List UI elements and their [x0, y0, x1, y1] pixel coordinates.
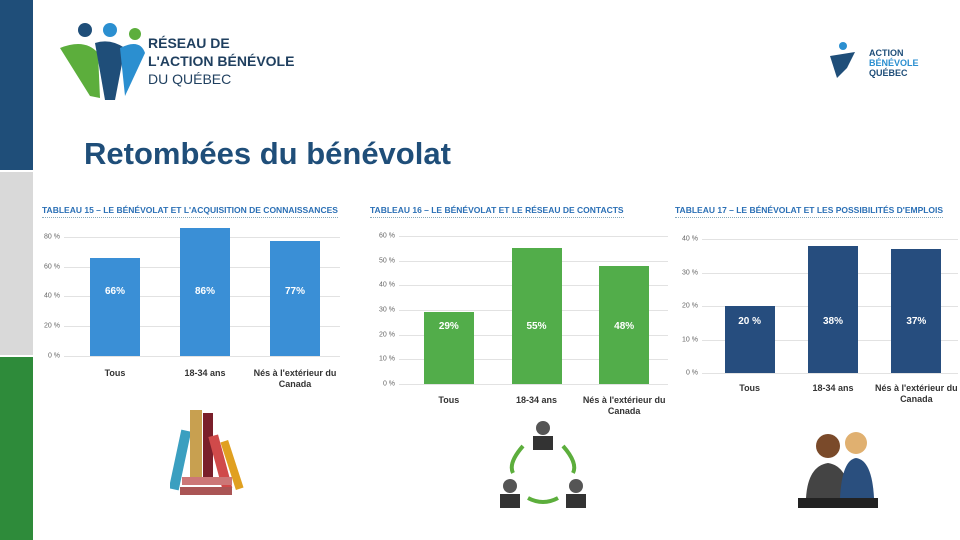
y-tick-label: 40 % [682, 235, 698, 243]
y-tick-label: 20 % [682, 302, 698, 310]
x-tick-label: Nés à l'extérieur du Canada [253, 368, 337, 389]
y-tick-label: 0 % [382, 380, 395, 388]
x-tick-label: 18-34 ans [812, 383, 854, 393]
bar [511, 248, 562, 384]
y-tick-label: 0 % [685, 369, 698, 377]
books-icon [170, 410, 244, 495]
network-icon [500, 421, 586, 508]
logo-left: RÉSEAU DE L'ACTION BÉNÉVOLE DU QUÉBEC [60, 23, 294, 100]
x-tick-label: 18-34 ans [515, 395, 558, 405]
grid-line [64, 356, 340, 357]
grid-line [399, 236, 668, 237]
value-label: 77% [284, 286, 305, 297]
slide-title: Retombées du bénévolat [84, 136, 451, 171]
value-label: 48% [614, 321, 635, 332]
value-label: 37% [906, 316, 927, 327]
y-tick-label: 10 % [379, 355, 395, 363]
x-tick-label: Nés à l'extérieur du Canada [582, 395, 666, 416]
logo-text: L'ACTION BÉNÉVOLE [148, 53, 294, 69]
bar [270, 241, 320, 356]
bar [808, 245, 858, 373]
bar [423, 312, 474, 384]
logo-text: RÉSEAU DE [148, 35, 230, 51]
bar [180, 227, 230, 356]
value-label: 66% [104, 286, 125, 297]
value-label: 20 % [738, 316, 762, 327]
y-tick-label: 10 % [682, 336, 698, 343]
bar [891, 249, 942, 373]
y-tick-label: 50 % [379, 257, 395, 265]
side-band [0, 172, 33, 355]
value-label: 55% [526, 321, 547, 332]
y-tick-label: 30 % [379, 306, 395, 314]
side-band [0, 357, 33, 540]
value-label: 38% [822, 316, 843, 327]
bar [599, 265, 650, 384]
grid-line [702, 373, 958, 374]
x-tick-label: Tous [438, 395, 460, 405]
y-tick-label: 60 % [44, 263, 60, 271]
chart-title: TABLEAU 15 – LE BÉNÉVOLAT ET L'ACQUISITI… [42, 205, 338, 218]
chart-title: TABLEAU 16 – LE BÉNÉVOLAT ET LE RÉSEAU D… [370, 205, 624, 218]
y-tick-label: 0 % [47, 352, 60, 360]
logo-text: ACTION [869, 48, 904, 58]
interview-icon [798, 432, 878, 508]
grid-line [399, 384, 668, 385]
value-label: 86% [194, 286, 215, 297]
y-tick-label: 60 % [379, 232, 395, 240]
grid-line [702, 239, 958, 240]
value-label: 29% [438, 321, 459, 332]
x-tick-label: Tous [739, 383, 761, 393]
x-tick-label: 18-34 ans [184, 368, 226, 378]
y-tick-label: 30 % [682, 269, 698, 276]
bar [90, 257, 140, 356]
logo-text: QUÉBEC [869, 68, 908, 78]
x-tick-label: Nés à l'extérieur du Canada [874, 383, 958, 404]
y-tick-label: 20 % [44, 322, 60, 330]
side-band [0, 0, 33, 170]
x-tick-label: Tous [104, 368, 126, 378]
bar [724, 306, 775, 373]
chart-title: TABLEAU 17 – LE BÉNÉVOLAT ET LES POSSIBI… [675, 205, 944, 218]
y-tick-label: 40 % [379, 281, 395, 289]
logo-right: ACTION BÉNÉVOLE QUÉBEC [830, 42, 919, 78]
logo-text: DU QUÉBEC [148, 71, 231, 87]
logo-text: BÉNÉVOLE [869, 58, 919, 68]
y-tick-label: 80 % [44, 233, 60, 241]
y-tick-label: 40 % [44, 292, 60, 300]
y-tick-label: 20 % [379, 331, 395, 339]
